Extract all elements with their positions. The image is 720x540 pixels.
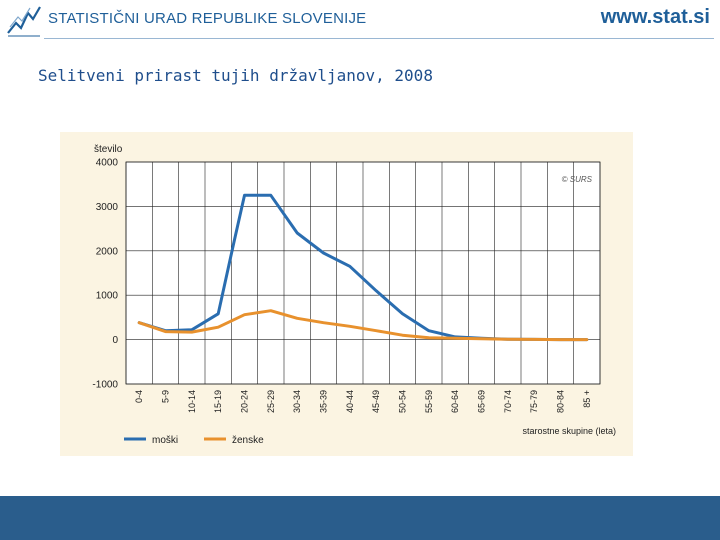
x-axis-label: starostne skupine (leta) <box>522 426 616 436</box>
x-tick-label: 65-69 <box>477 390 487 413</box>
y-tick-label: -1000 <box>92 380 118 391</box>
x-tick-label: 0-4 <box>134 390 144 403</box>
y-tick-label: 2000 <box>96 246 119 257</box>
header-divider <box>44 38 714 39</box>
y-tick-label: 4000 <box>96 158 119 169</box>
slide-title: Selitveni prirast tujih državljanov, 200… <box>38 66 433 85</box>
header: STATISTIČNI URAD REPUBLIKE SLOVENIJE www… <box>0 0 720 40</box>
x-tick-label: 45-49 <box>371 390 381 413</box>
x-tick-label: 40-44 <box>345 390 355 413</box>
website-link[interactable]: www.stat.si <box>600 6 710 28</box>
x-tick-label: 35-39 <box>319 390 329 413</box>
line-chart: 4000 3000 2000 1000 0 -1000 število © SURS 0-4 5-… <box>92 144 616 446</box>
x-tick-label: 75-79 <box>529 390 539 413</box>
x-tick-label: 30-34 <box>292 390 302 413</box>
x-tick-label: 5-9 <box>161 390 171 403</box>
source-note: © SURS <box>562 175 593 184</box>
plot-border <box>125 161 601 385</box>
chart-panel: 4000 3000 2000 1000 0 -1000 število © SURS 0-4 5-… <box>60 132 633 456</box>
x-tick-label: 50-54 <box>398 390 408 413</box>
y-tick-label: 3000 <box>96 202 119 213</box>
organization-name: STATISTIČNI URAD REPUBLIKE SLOVENIJE <box>48 10 367 27</box>
y-axis-label: število <box>94 144 123 155</box>
x-tick-label: 70-74 <box>503 390 513 413</box>
surs-logo-icon <box>7 6 41 37</box>
legend-label: ženske <box>232 435 264 446</box>
x-tick-label: 60-64 <box>450 390 460 413</box>
x-tick-label: 85 + <box>582 390 592 408</box>
x-tick-label: 55-59 <box>424 390 434 413</box>
x-tick-label: 25-29 <box>266 390 276 413</box>
x-tick-label: 20-24 <box>240 390 250 413</box>
footer-bar <box>0 496 720 540</box>
series-line-2 <box>137 309 589 342</box>
y-tick-label: 1000 <box>96 291 119 302</box>
legend-label: moški <box>152 435 178 446</box>
x-tick-label: 80-84 <box>556 390 566 413</box>
x-tick-label: 10-14 <box>187 390 197 413</box>
x-tick-label: 15-19 <box>213 390 223 413</box>
y-tick-label: 0 <box>112 335 118 346</box>
